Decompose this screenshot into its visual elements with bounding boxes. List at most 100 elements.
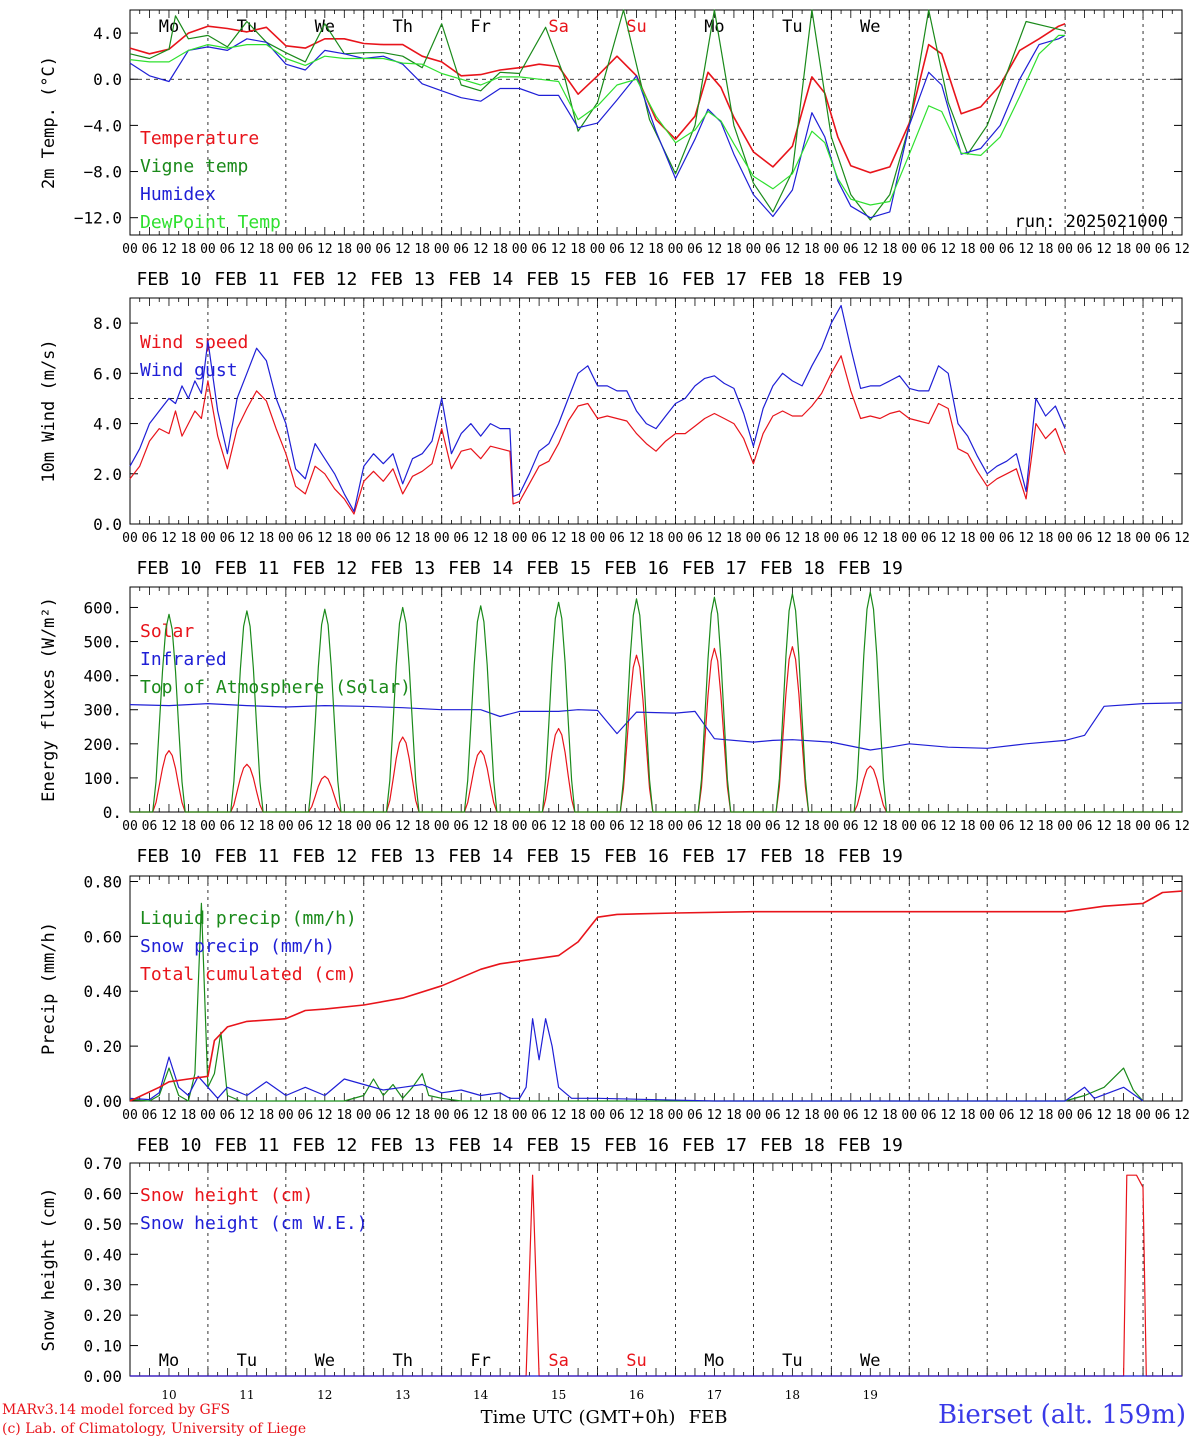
hour-tick-label: 06 xyxy=(298,1108,314,1123)
hour-tick-label: 00 xyxy=(668,531,684,546)
hour-tick-label: 18 xyxy=(414,242,430,257)
hour-tick-label: 18 xyxy=(181,531,197,546)
series-line-top-of-atmosphere-solar- xyxy=(130,591,1182,813)
hour-tick-label: 18 xyxy=(960,531,976,546)
date-label: FEB 14 xyxy=(448,846,513,867)
lab-credit: (c) Lab. of Climatology, University of L… xyxy=(2,1421,307,1437)
date-label: FEB 15 xyxy=(526,269,591,290)
hour-tick-label: 12 xyxy=(707,531,723,546)
hour-tick-label: 18 xyxy=(1116,1108,1132,1123)
hour-tick-label: 00 xyxy=(356,242,372,257)
hour-tick-label: 06 xyxy=(531,1108,547,1123)
date-label: FEB 13 xyxy=(370,558,435,579)
day-name-label: Th xyxy=(392,17,412,37)
day-number-label: 10 xyxy=(161,1388,176,1402)
day-name-label: Su xyxy=(626,17,646,37)
y-tick-label: 600. xyxy=(83,598,122,617)
hour-tick-label: 06 xyxy=(843,819,859,834)
hour-tick-label: 06 xyxy=(1077,242,1093,257)
hour-tick-label: 00 xyxy=(668,242,684,257)
hour-tick-label: 00 xyxy=(200,819,216,834)
y-axis-label: Energy fluxes (W/m²) xyxy=(39,597,59,802)
hour-tick-label: 12 xyxy=(239,819,255,834)
day-name-label: We xyxy=(860,1351,880,1371)
hour-tick-label: 12 xyxy=(1096,819,1112,834)
hour-tick-label: 06 xyxy=(999,242,1015,257)
hour-tick-label: 06 xyxy=(1077,1108,1093,1123)
hour-tick-label: 06 xyxy=(453,531,469,546)
hour-tick-label: 18 xyxy=(259,531,275,546)
hour-tick-label: 06 xyxy=(999,531,1015,546)
hour-tick-label: 06 xyxy=(375,819,391,834)
series-line-wind-gust xyxy=(129,304,1066,512)
hour-tick-label: 12 xyxy=(1096,1108,1112,1123)
hour-tick-label: 18 xyxy=(726,1108,742,1123)
hour-tick-label: 00 xyxy=(278,531,294,546)
hour-tick-label: 18 xyxy=(414,531,430,546)
panel-frame xyxy=(129,586,1183,813)
series-line-infrared xyxy=(129,702,1183,751)
hour-tick-label: 06 xyxy=(220,1108,236,1123)
y-tick-label: 0.70 xyxy=(83,1154,122,1173)
hour-tick-label: 12 xyxy=(161,242,177,257)
hour-tick-label: 00 xyxy=(434,531,450,546)
hour-tick-label: 12 xyxy=(1018,1108,1034,1123)
hour-tick-label: 00 xyxy=(122,1108,138,1123)
hour-tick-label: 18 xyxy=(336,242,352,257)
hour-tick-label: 12 xyxy=(1174,1108,1190,1123)
hour-tick-label: 00 xyxy=(1057,531,1073,546)
hour-tick-label: 12 xyxy=(395,819,411,834)
hour-tick-label: 00 xyxy=(356,1108,372,1123)
hour-tick-label: 18 xyxy=(570,531,586,546)
model-credit: MARv3.14 model forced by GFS xyxy=(2,1402,231,1418)
y-tick-label: 200. xyxy=(83,735,122,754)
hour-tick-label: 18 xyxy=(804,1108,820,1123)
hour-tick-label: 18 xyxy=(1116,242,1132,257)
date-label: FEB 19 xyxy=(838,1135,903,1156)
date-label: FEB 12 xyxy=(292,846,357,867)
y-tick-label: 100. xyxy=(83,769,122,788)
hour-tick-label: 00 xyxy=(590,531,606,546)
hour-tick-label: 18 xyxy=(960,242,976,257)
hour-tick-label: 00 xyxy=(668,1108,684,1123)
hour-tick-label: 18 xyxy=(570,1108,586,1123)
legend-entry: Wind speed xyxy=(140,332,248,353)
date-label: FEB 12 xyxy=(292,558,357,579)
panel-frame xyxy=(129,9,1183,236)
hour-tick-label: 12 xyxy=(785,1108,801,1123)
day-name-label: Mo xyxy=(159,1351,179,1371)
station-name: Bierset (alt. 159m) xyxy=(937,1400,1186,1430)
hour-tick-label: 12 xyxy=(785,531,801,546)
date-label: FEB 11 xyxy=(214,1135,279,1156)
hour-tick-label: 00 xyxy=(200,1108,216,1123)
hour-tick-label: 18 xyxy=(882,531,898,546)
day-number-label: 19 xyxy=(863,1388,878,1402)
date-label: FEB 17 xyxy=(682,846,747,867)
hour-tick-label: 00 xyxy=(824,242,840,257)
hour-tick-label: 12 xyxy=(707,242,723,257)
date-label: FEB 10 xyxy=(136,558,201,579)
y-tick-label: 6.0 xyxy=(93,364,122,383)
hour-tick-label: 18 xyxy=(570,819,586,834)
hour-tick-label: 00 xyxy=(1135,819,1151,834)
hour-tick-label: 00 xyxy=(356,531,372,546)
hour-tick-label: 06 xyxy=(142,531,158,546)
hour-tick-label: 18 xyxy=(882,819,898,834)
y-tick-label: 0.20 xyxy=(83,1306,122,1325)
hour-tick-label: 00 xyxy=(746,242,762,257)
hour-tick-label: 06 xyxy=(765,242,781,257)
hour-tick-label: 12 xyxy=(785,819,801,834)
series-line-snow-precip-mm-h- xyxy=(129,1018,1144,1102)
day-number-label: 14 xyxy=(473,1388,489,1402)
hour-tick-label: 06 xyxy=(531,531,547,546)
hour-tick-label: 00 xyxy=(1135,1108,1151,1123)
hour-tick-label: 06 xyxy=(999,1108,1015,1123)
legend-entry: Humidex xyxy=(140,184,216,205)
y-tick-label: 4.0 xyxy=(93,24,122,43)
hour-tick-label: 06 xyxy=(453,1108,469,1123)
hour-tick-label: 00 xyxy=(901,242,917,257)
date-label: FEB 18 xyxy=(760,269,825,290)
date-label: FEB 19 xyxy=(838,846,903,867)
hour-tick-label: 18 xyxy=(648,242,664,257)
day-number-label: 15 xyxy=(551,1388,566,1402)
